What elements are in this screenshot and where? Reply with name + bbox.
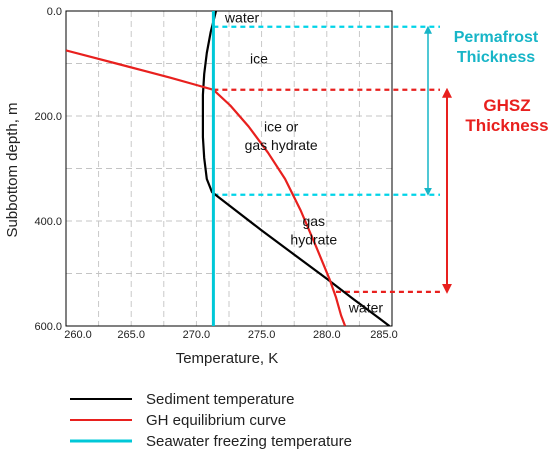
series	[66, 11, 391, 326]
thickness-label: Thickness	[465, 116, 548, 135]
x-tick-label: 270.0	[183, 329, 211, 341]
zone-label: ice	[250, 50, 268, 66]
thickness-label: Permafrost	[454, 29, 539, 46]
zone-label: gas hydrate	[245, 137, 318, 153]
y-axis-label: Subbottom depth, m	[4, 102, 21, 237]
x-tick-label: 275.0	[248, 329, 276, 341]
legend: Sediment temperature GH equilibrium curve…	[70, 391, 352, 450]
x-axis-label: Temperature, K	[176, 350, 279, 367]
y-tick-label: 600.0	[34, 321, 62, 333]
grid	[66, 11, 392, 326]
y-tick-label: 400.0	[34, 216, 62, 228]
legend-label: GH equilibrium curve	[146, 412, 286, 429]
series-gh-equilibrium-curve	[66, 49, 347, 326]
legend-label: Sediment temperature	[146, 391, 294, 408]
zone-label: water	[224, 9, 260, 25]
y-tick-label: 200.0	[34, 111, 62, 123]
thickness-label: Thickness	[457, 49, 535, 66]
zone-labels: water ice ice or gas hydrate gas hydrate water	[224, 9, 383, 315]
legend-label: Seawater freezing temperature	[146, 433, 352, 450]
zone-label: water	[348, 300, 384, 316]
series-sediment-temperature	[201, 11, 391, 326]
reference-lines	[213, 25, 440, 293]
y-tick-label: 0.0	[47, 6, 62, 18]
x-tick-label: 260.0	[64, 329, 92, 341]
zone-label: ice or	[264, 119, 299, 135]
plot-frame	[65, 10, 393, 327]
zone-label: hydrate	[290, 231, 337, 247]
x-tick-label: 265.0	[117, 329, 145, 341]
x-tick-label: 280.0	[313, 329, 341, 341]
thickness-label: GHSZ	[483, 96, 530, 115]
zone-label: gas	[302, 213, 325, 229]
axis-ticks: 260.0 265.0 270.0 275.0 280.0 285.0 0.0 200.0 40…	[34, 6, 397, 341]
x-tick-label: 285.0	[370, 329, 398, 341]
